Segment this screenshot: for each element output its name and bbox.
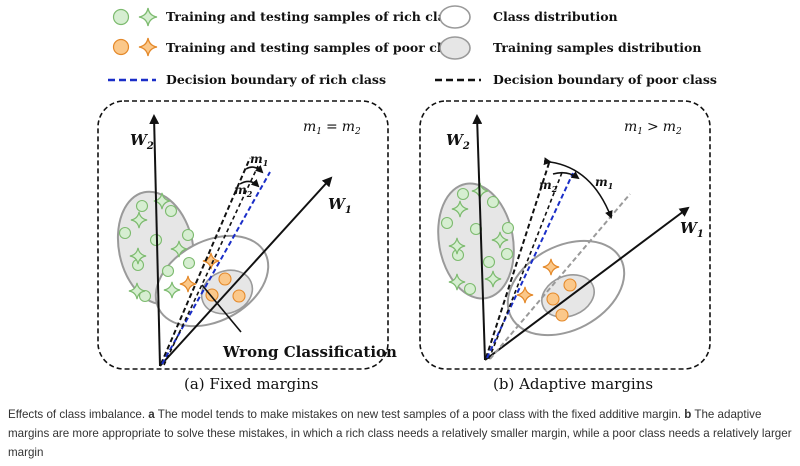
- rich-sample: [482, 255, 496, 269]
- legend-rich-boundary: Decision boundary of rich class: [108, 72, 386, 87]
- poor-star-icon: [138, 37, 158, 57]
- axis-w2-a: [149, 114, 161, 367]
- legend-class-distribution-label: Class distribution: [493, 9, 618, 24]
- panel-a-title: (a) Fixed margins: [184, 375, 318, 393]
- rich-sample: [456, 187, 470, 201]
- legend-rich-samples: Training and testing samples of rich cla…: [112, 7, 460, 27]
- poor-sample: [563, 278, 577, 292]
- caption-b-label: b: [684, 408, 692, 421]
- class-distribution-icon: [439, 5, 471, 29]
- label-m2-b: m2: [539, 178, 558, 194]
- poor-sample: [205, 288, 219, 302]
- poor-boundary-a: [160, 157, 251, 365]
- poor-boundary-b: [485, 159, 551, 359]
- rich-sample: [500, 247, 514, 261]
- axis-w2-b: [472, 114, 486, 361]
- training-distribution-icon: [439, 36, 471, 60]
- panel-b-condition: m1 > m2: [624, 119, 682, 137]
- legend-poor-samples: Training and testing samples of poor cla…: [112, 37, 464, 57]
- label-m1-a: m1: [250, 152, 268, 168]
- legend-class-distribution: Class distribution: [439, 5, 618, 29]
- rich-sample: [135, 199, 149, 213]
- gray-boundary-b: [489, 193, 631, 360]
- class-imbalance-figure: Training and testing samples of rich cla…: [97, 5, 717, 393]
- rich-star-icon: [138, 7, 158, 27]
- legend-rich-boundary-label: Decision boundary of rich class: [166, 72, 386, 87]
- rich-samples-a: [118, 199, 196, 303]
- rich-sample: [486, 195, 500, 209]
- poor-samples-a: [205, 272, 246, 303]
- legend-training-distribution: Training samples distribution: [439, 36, 701, 60]
- axis-w1-b: [484, 206, 690, 361]
- panel-b-frame: [419, 100, 711, 370]
- label-w1-b: W1: [680, 219, 704, 240]
- label-m1-b: m1: [595, 175, 613, 191]
- rich-sample-icon: [112, 8, 130, 26]
- poor-sample: [218, 272, 232, 286]
- legend-poor-boundary: Decision boundary of poor class: [435, 72, 717, 87]
- rich-sample: [440, 216, 454, 230]
- rich-sample: [181, 228, 195, 242]
- caption-intro: Effects of class imbalance.: [8, 408, 146, 421]
- caption-b-text: The adaptive margins are more appropriat…: [8, 408, 792, 459]
- wrong-classification-label: Wrong Classification: [222, 343, 397, 361]
- margin-arc-m1-a: [245, 164, 264, 174]
- rich-sample: [463, 282, 477, 296]
- margin-arc-m1-b: [543, 157, 613, 219]
- wrong-pointer-a: [201, 284, 242, 333]
- legend-rich-samples-label: Training and testing samples of rich cla…: [166, 9, 460, 24]
- poor-sample: [546, 292, 560, 306]
- margin-arc-m2-a: [239, 178, 260, 188]
- legend-training-distribution-label: Training samples distribution: [493, 40, 701, 55]
- figure-caption: Effects of class imbalance. a The model …: [8, 405, 794, 462]
- axis-w1-a: [159, 176, 333, 367]
- caption-a-text: The model tends to make mistakes on new …: [157, 408, 682, 421]
- poor-samples-b: [546, 278, 577, 322]
- label-m2-a: m2: [234, 183, 253, 199]
- panel-a-condition: m1 = m2: [303, 119, 361, 137]
- poor-sample: [555, 308, 569, 322]
- rich-sample: [118, 226, 132, 240]
- label-w2-b: W2: [446, 131, 470, 152]
- panel-a-fixed-margins: m1 = m2: [97, 100, 397, 393]
- rich-class-ellipse-b: [437, 182, 515, 300]
- rich-sample: [161, 264, 175, 278]
- rich-sample: [164, 204, 178, 218]
- poor-sample: [232, 289, 246, 303]
- label-w1-a: W1: [328, 195, 352, 216]
- legend-poor-samples-label: Training and testing samples of poor cla…: [166, 40, 464, 55]
- margin-arc-m2-b: [552, 171, 580, 180]
- rich-samples-b: [440, 187, 515, 296]
- rich-sample: [182, 256, 196, 270]
- middle-boundary-a: [163, 165, 259, 366]
- legend: Training and testing samples of rich cla…: [108, 5, 717, 87]
- panel-b-adaptive-margins: m1 > m2: [419, 100, 711, 393]
- legend-poor-boundary-label: Decision boundary of poor class: [493, 72, 717, 87]
- label-w2-a: W2: [130, 131, 154, 152]
- panel-b-title: (b) Adaptive margins: [493, 375, 653, 393]
- rich-sample: [501, 221, 515, 235]
- panel-a-frame: [97, 100, 389, 370]
- poor-sample-icon: [112, 38, 130, 56]
- caption-a-label: a: [148, 408, 155, 421]
